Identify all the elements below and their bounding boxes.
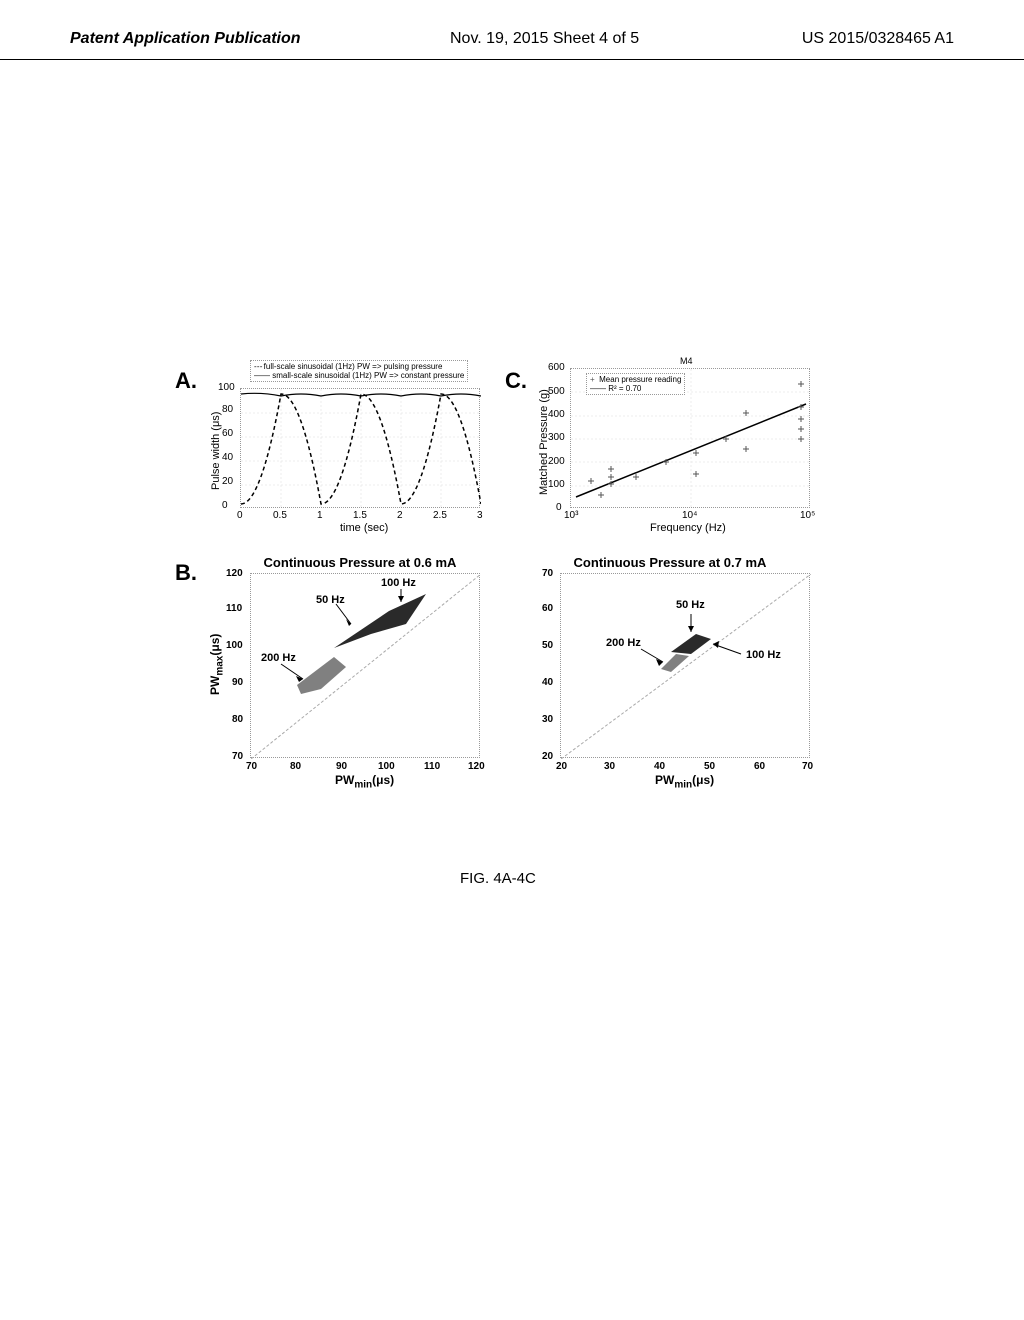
- br-xtick-4: 60: [754, 761, 765, 772]
- b-right-100hz: 100 Hz: [746, 649, 781, 661]
- header-right: US 2015/0328465 A1: [802, 30, 954, 48]
- legend-item-small: —— small-scale sinusoidal (1Hz) PW => co…: [254, 371, 464, 380]
- br-ytick-3: 50: [542, 640, 553, 651]
- b-left-svg: [251, 574, 481, 759]
- br-xlabel: PWmin(μs): [655, 773, 714, 790]
- br-ytick-5: 70: [542, 568, 553, 579]
- b-left-100hz: 100 Hz: [381, 577, 416, 589]
- b-left-plot-area: 50 Hz 100 Hz 200 Hz: [250, 573, 480, 758]
- b-left-200hz: 200 Hz: [261, 652, 296, 664]
- panel-c-plot-area: + Mean pressure reading —— R² = 0.70: [570, 368, 810, 508]
- a-ytick-1: 20: [222, 476, 233, 487]
- c-ytick-3: 300: [548, 432, 565, 443]
- b-right-title: Continuous Pressure at 0.7 mA: [570, 555, 770, 570]
- b-left-title: Continuous Pressure at 0.6 mA: [260, 555, 460, 570]
- c-xlabel: Frequency (Hz): [650, 522, 726, 534]
- a-xtick-1: 0.5: [273, 510, 287, 521]
- br-xtick-5: 70: [802, 761, 813, 772]
- panel-b-label: B.: [175, 560, 197, 586]
- a-ytick-4: 80: [222, 404, 233, 415]
- panel-a-chart: - - - full-scale sinusoidal (1Hz) PW => …: [230, 360, 500, 530]
- bl-ytick-3: 100: [226, 640, 243, 651]
- panel-b-right-chart: Continuous Pressure at 0.7 mA 50 Hz 100 …: [540, 555, 830, 785]
- bl-xtick-2: 90: [336, 761, 347, 772]
- a-xtick-4: 2: [397, 510, 403, 521]
- br-ytick-1: 30: [542, 714, 553, 725]
- c-ylabel: Matched Pressure (g): [538, 389, 550, 495]
- figure-caption: FIG. 4A-4C: [460, 870, 536, 887]
- panel-a-legend: - - - full-scale sinusoidal (1Hz) PW => …: [250, 360, 468, 382]
- panel-c-label: C.: [505, 368, 527, 394]
- panel-c-chart: M4: [560, 360, 830, 540]
- a-xtick-2: 1: [317, 510, 323, 521]
- b-left-50hz: 50 Hz: [316, 594, 345, 606]
- bl-ytick-2: 90: [232, 677, 243, 688]
- bl-xtick-1: 80: [290, 761, 301, 772]
- a-ytick-2: 40: [222, 452, 233, 463]
- b-right-200hz: 200 Hz: [606, 637, 641, 649]
- page-header: Patent Application Publication Nov. 19, …: [0, 30, 1024, 60]
- b-right-50hz: 50 Hz: [676, 599, 705, 611]
- panel-a-svg: [241, 389, 481, 509]
- c-ytick-5: 500: [548, 386, 565, 397]
- a-ytick-3: 60: [222, 428, 233, 439]
- a-xtick-0: 0: [237, 510, 243, 521]
- br-ytick-4: 60: [542, 603, 553, 614]
- b-right-plot-area: 50 Hz 100 Hz 200 Hz: [560, 573, 810, 758]
- c-legend-2: —— R² = 0.70: [590, 384, 681, 393]
- a-ytick-5: 100: [218, 382, 235, 393]
- c-ytick-6: 600: [548, 362, 565, 373]
- br-xtick-2: 40: [654, 761, 665, 772]
- a-xlabel: time (sec): [340, 522, 388, 534]
- c-ytick-1: 100: [548, 479, 565, 490]
- bl-ytick-5: 120: [226, 568, 243, 579]
- legend-item-full: - - - full-scale sinusoidal (1Hz) PW => …: [254, 362, 464, 371]
- c-xtick-1: 10⁴: [682, 510, 697, 521]
- bl-xlabel: PWmin(μs): [335, 773, 394, 790]
- a-xtick-3: 1.5: [353, 510, 367, 521]
- br-ytick-0: 20: [542, 751, 553, 762]
- bl-ylabel: PWmax(μs): [208, 634, 225, 695]
- header-left: Patent Application Publication: [70, 30, 301, 48]
- c-ytick-0: 0: [556, 502, 562, 513]
- a-ytick-0: 0: [222, 500, 228, 511]
- panel-b-left-chart: Continuous Pressure at 0.6 mA 50 Hz 100 …: [230, 555, 500, 785]
- br-xtick-3: 50: [704, 761, 715, 772]
- panel-a-plot-area: [240, 388, 480, 508]
- panel-c-legend: + Mean pressure reading —— R² = 0.70: [586, 373, 685, 395]
- bl-xtick-3: 100: [378, 761, 395, 772]
- br-xtick-0: 20: [556, 761, 567, 772]
- a-xtick-6: 3: [477, 510, 483, 521]
- bl-ytick-1: 80: [232, 714, 243, 725]
- c-ytick-2: 200: [548, 456, 565, 467]
- a-ylabel: Pulse width (μs): [210, 412, 222, 490]
- header-center: Nov. 19, 2015 Sheet 4 of 5: [450, 30, 639, 48]
- bl-xtick-5: 120: [468, 761, 485, 772]
- c-ytick-4: 400: [548, 409, 565, 420]
- panel-a-label: A.: [175, 368, 197, 394]
- c-legend-1: + Mean pressure reading: [590, 375, 681, 384]
- c-xtick-2: 10⁵: [800, 510, 815, 521]
- bl-xtick-0: 70: [246, 761, 257, 772]
- c-title: M4: [680, 356, 693, 366]
- br-ytick-2: 40: [542, 677, 553, 688]
- bl-ytick-4: 110: [226, 603, 242, 614]
- c-xtick-0: 10³: [564, 510, 578, 521]
- bl-xtick-4: 110: [424, 761, 440, 772]
- a-xtick-5: 2.5: [433, 510, 447, 521]
- br-xtick-1: 30: [604, 761, 615, 772]
- bl-ytick-0: 70: [232, 751, 243, 762]
